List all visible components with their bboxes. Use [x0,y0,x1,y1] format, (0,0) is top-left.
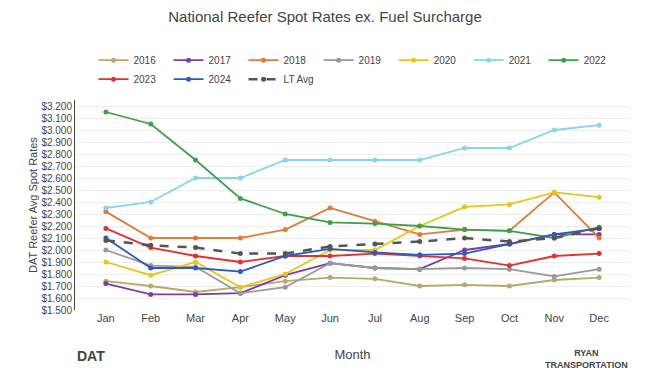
svg-text:$2.900: $2.900 [41,137,72,148]
svg-text:$2.500: $2.500 [41,185,72,196]
svg-text:2020: 2020 [434,55,457,66]
svg-text:2018: 2018 [284,55,307,66]
svg-text:Nov: Nov [544,312,564,324]
svg-text:$1.800: $1.800 [41,269,72,280]
svg-text:2024: 2024 [209,74,232,85]
svg-text:$1.600: $1.600 [41,293,72,304]
svg-text:2019: 2019 [359,55,382,66]
svg-text:$2.100: $2.100 [41,233,72,244]
svg-text:2017: 2017 [209,55,232,66]
svg-text:Apr: Apr [232,312,249,324]
svg-text:Dec: Dec [589,312,609,324]
svg-text:$2.700: $2.700 [41,161,72,172]
svg-text:$2.600: $2.600 [41,173,72,184]
svg-text:May: May [275,312,296,324]
svg-text:2021: 2021 [509,55,532,66]
svg-text:Month: Month [334,347,370,362]
svg-text:Aug: Aug [410,312,430,324]
svg-text:Oct: Oct [501,312,518,324]
svg-text:$3.200: $3.200 [41,101,72,112]
svg-text:LT Avg: LT Avg [284,74,314,85]
svg-text:$2.000: $2.000 [41,245,72,256]
svg-text:$2.200: $2.200 [41,221,72,232]
svg-text:$2.800: $2.800 [41,149,72,160]
svg-text:DAT: DAT [77,348,105,364]
svg-text:$1.700: $1.700 [41,281,72,292]
svg-text:$2.300: $2.300 [41,209,72,220]
svg-text:Jul: Jul [368,312,382,324]
svg-text:$3.100: $3.100 [41,113,72,124]
svg-text:2022: 2022 [584,55,607,66]
svg-text:2016: 2016 [134,55,157,66]
svg-text:$1.900: $1.900 [41,257,72,268]
svg-text:Feb: Feb [141,312,160,324]
svg-text:DAT Reefer Avg Spot Rates: DAT Reefer Avg Spot Rates [27,137,39,273]
svg-text:Mar: Mar [186,312,205,324]
svg-text:$2.400: $2.400 [41,197,72,208]
svg-text:RYANTRANSPORTATION: RYANTRANSPORTATION [545,348,628,370]
svg-text:Jun: Jun [321,312,339,324]
svg-text:National Reefer Spot Rates ex.: National Reefer Spot Rates ex. Fuel Surc… [168,8,482,25]
svg-text:$1.500: $1.500 [41,305,72,316]
svg-text:Jan: Jan [97,312,115,324]
svg-text:2023: 2023 [134,74,157,85]
svg-text:Sep: Sep [455,312,475,324]
svg-text:$3.000: $3.000 [41,125,72,136]
